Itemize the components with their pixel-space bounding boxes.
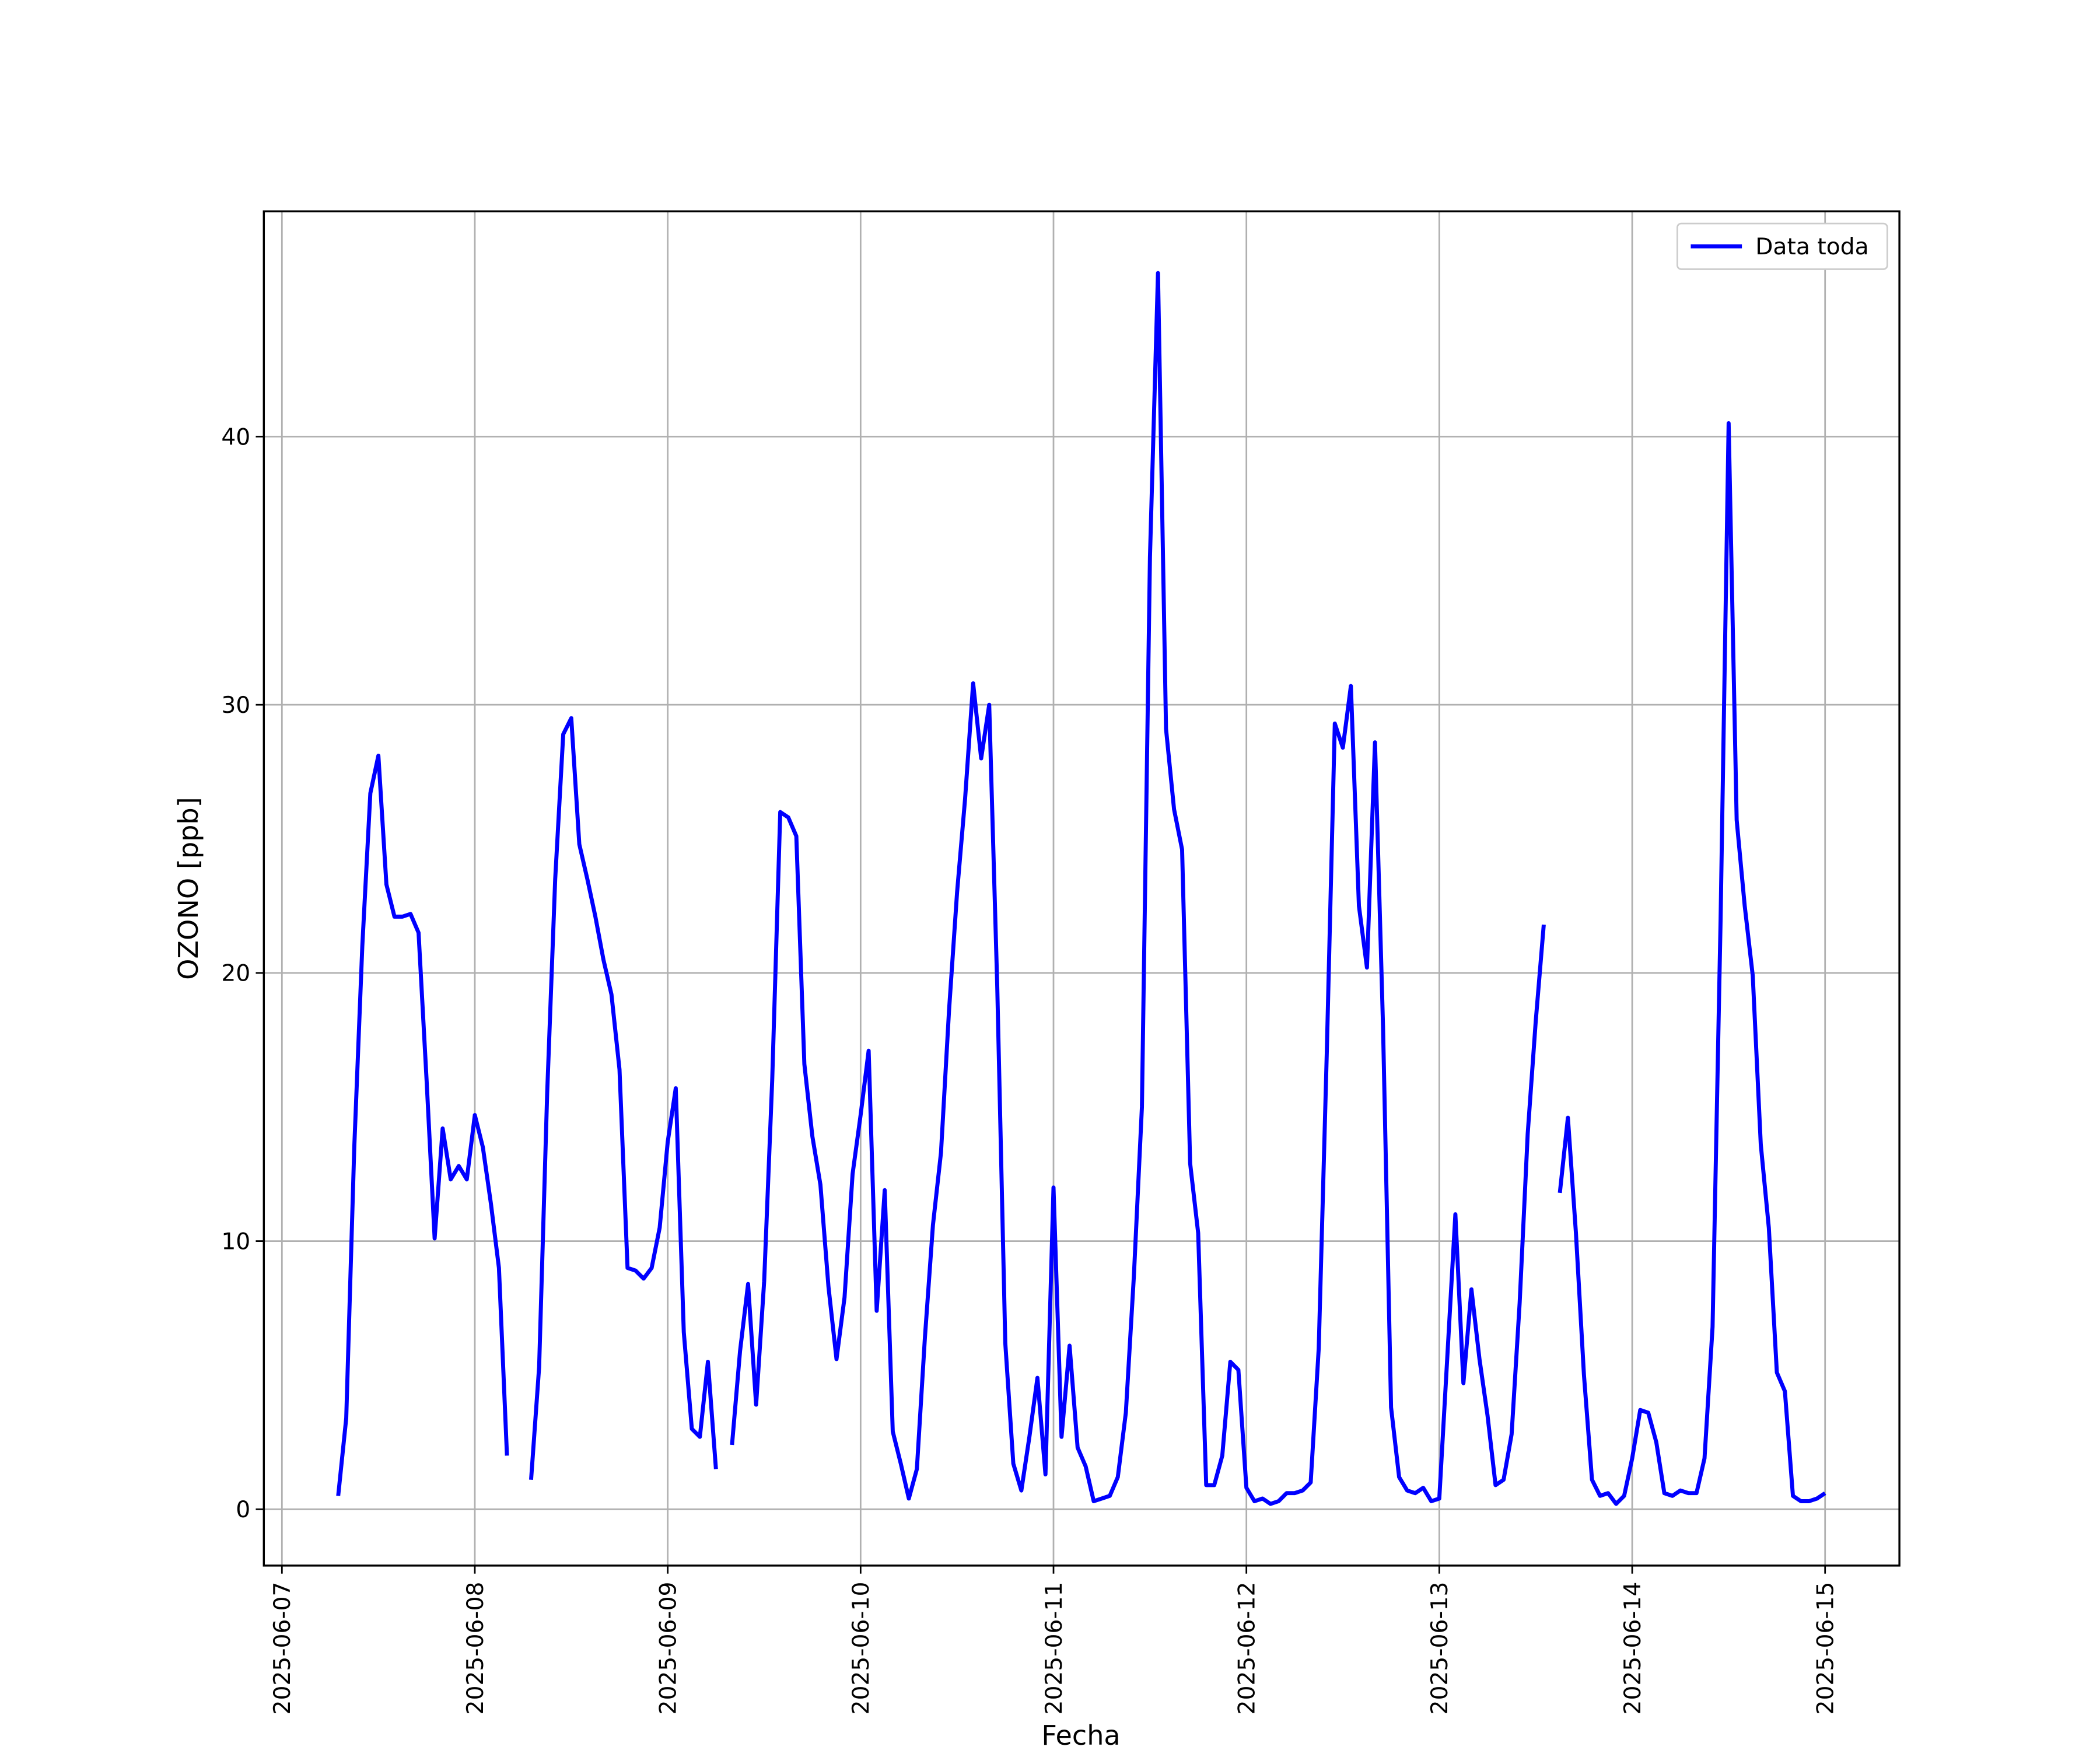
legend-box <box>1676 222 1888 270</box>
data-line <box>336 271 1826 1506</box>
y-tick-label: 40 <box>221 424 250 450</box>
x-tick-label: 2025-06-13 <box>1427 1582 1453 1715</box>
y-tick-label: 0 <box>236 1497 250 1523</box>
y-tick-label: 20 <box>221 961 250 987</box>
x-tick-label: 2025-06-14 <box>1620 1582 1646 1715</box>
x-tick-label: 2025-06-07 <box>270 1582 296 1715</box>
legend-label: Data toda <box>1755 234 1868 260</box>
x-tick-label: 2025-06-08 <box>463 1582 489 1715</box>
y-tick-label: 30 <box>221 692 250 719</box>
x-tick-label: 2025-06-15 <box>1813 1582 1839 1715</box>
x-tick-label: 2025-06-10 <box>848 1582 874 1715</box>
x-tick-label: 2025-06-12 <box>1234 1582 1261 1715</box>
axes-frame <box>262 210 1901 1567</box>
y-axis-label: OZONO [ppb] <box>173 797 204 980</box>
x-tick-label: 2025-06-11 <box>1041 1582 1068 1715</box>
y-tick-label: 10 <box>221 1228 250 1255</box>
x-axis-label: Fecha <box>1041 1720 1120 1750</box>
x-tick-label: 2025-06-09 <box>656 1582 682 1715</box>
